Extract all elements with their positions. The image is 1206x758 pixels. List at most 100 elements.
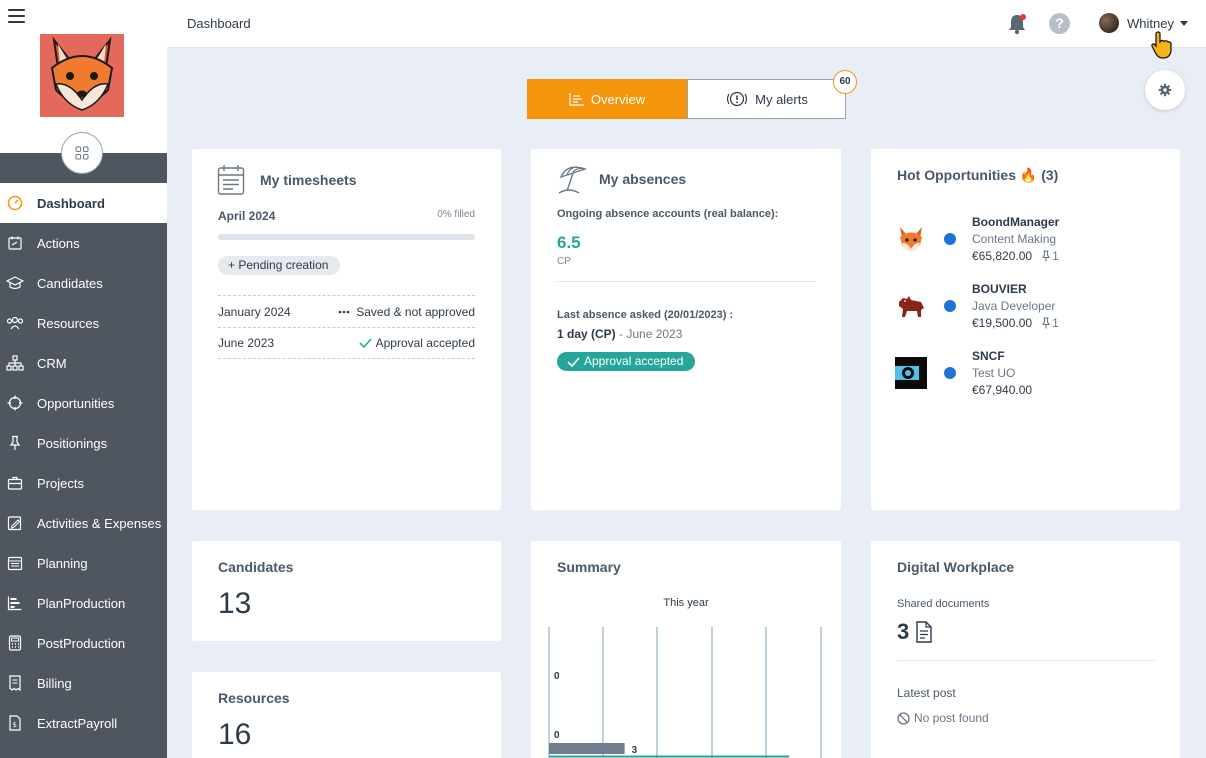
pin-icon — [6, 434, 24, 452]
tab-my-alerts[interactable]: My alerts — [687, 79, 846, 119]
candidates-card[interactable]: Candidates 13 — [192, 541, 501, 641]
sidebar-item-label: ExtractPayroll — [37, 715, 118, 731]
sidebar-item-opportunities[interactable]: Opportunities — [0, 383, 167, 423]
apps-grid-button[interactable] — [61, 132, 103, 174]
sidebar-item-label: PlanProduction — [37, 595, 126, 611]
invoice-icon — [6, 674, 24, 692]
sidebar-item-activities-expenses[interactable]: Activities & Expenses — [0, 503, 167, 543]
sidebar-item-billing[interactable]: Billing — [0, 663, 167, 703]
caret-down-icon — [1179, 20, 1188, 26]
sidebar-item-label: Dashboard — [37, 195, 105, 211]
briefcase-icon — [6, 474, 24, 492]
latest-post-label: Latest post — [897, 686, 956, 700]
timesheet-row[interactable]: January 2024 Saved & not approved — [218, 295, 475, 327]
timesheet-row[interactable]: June 2023 Approval accepted — [218, 327, 475, 359]
opportunity-title: Test UO — [972, 366, 1016, 380]
summary-title: Summary — [557, 559, 621, 575]
pin-icon — [1042, 250, 1051, 262]
sncf-logo-icon — [895, 357, 927, 389]
sidebar-item-extractpayroll[interactable]: $ ExtractPayroll — [0, 703, 167, 743]
timesheet-row-status: Saved & not approved — [356, 304, 475, 319]
opportunity-amount: €19,500.00 — [972, 316, 1033, 330]
absence-accounts-label: Ongoing absence accounts (real balance): — [557, 208, 779, 220]
crosshair-icon — [6, 394, 24, 412]
opportunity-title: Content Making — [972, 232, 1057, 246]
sidebar-item-postproduction[interactable]: PostProduction — [0, 623, 167, 663]
tab-overview[interactable]: Overview — [527, 79, 687, 119]
last-absence-label: Last absence asked (20/01/2023) : — [557, 309, 734, 321]
sidebar-item-label: Opportunities — [37, 395, 115, 411]
opportunity-item[interactable]: BoondManager Content Making €65,820.00 1 — [895, 215, 1155, 275]
last-absence-detail[interactable]: 1 day (CP) - June 2023 — [557, 327, 682, 341]
overview-icon — [569, 93, 584, 106]
sidebar-item-projects[interactable]: Projects — [0, 463, 167, 503]
sidebar-item-label: Planning — [37, 555, 88, 571]
opportunity-company: BOUVIER — [972, 282, 1027, 296]
absences-card: My absences Ongoing absence accounts (re… — [531, 149, 841, 510]
opportunity-company: BoondManager — [972, 215, 1060, 229]
hand-cursor-icon — [1151, 31, 1172, 59]
last-absence-days: 1 day (CP) — [557, 327, 616, 341]
user-name: Whitney — [1127, 15, 1174, 31]
opportunity-title: Java Developer — [972, 299, 1056, 313]
timesheet-month[interactable]: April 2024 — [218, 209, 276, 223]
document-icon — [916, 621, 932, 643]
calendar-icon — [6, 554, 24, 572]
sidebar-item-label: Billing — [37, 675, 72, 691]
help-icon[interactable]: ? — [1049, 13, 1070, 34]
menu-icon[interactable] — [8, 9, 25, 25]
pending-creation-button[interactable]: + Pending creation — [218, 256, 341, 275]
hot-opportunities-card: Hot Opportunities 🔥 (3) BoondManager Con… — [871, 149, 1180, 510]
opportunity-item[interactable]: SNCF Test UO €67,940.00 — [895, 349, 1155, 409]
alerts-count-badge: 60 — [833, 70, 857, 94]
avatar — [1099, 13, 1119, 33]
candidates-count: 13 — [218, 587, 252, 620]
sidebar-item-label: Positionings — [37, 435, 108, 451]
summary-card: Summary This year 0 0 3 — [531, 541, 841, 758]
no-post-message: No post found — [897, 711, 989, 725]
svg-text:$: $ — [13, 721, 17, 729]
ellipsis-icon — [338, 310, 350, 313]
opportunity-amount: €67,940.00 — [972, 383, 1033, 397]
dashboard-icon — [6, 194, 24, 212]
timesheet-row-month: June 2023 — [218, 336, 275, 350]
sidebar-item-crm[interactable]: CRM — [0, 343, 167, 383]
actions-icon — [6, 234, 24, 252]
chart-bar — [549, 743, 625, 754]
user-menu[interactable]: Whitney — [1099, 13, 1188, 33]
sidebar-item-candidates[interactable]: Candidates — [0, 263, 167, 303]
status-dot — [944, 367, 956, 379]
sidebar-item-label: Candidates — [37, 275, 103, 291]
resources-count: 16 — [218, 718, 252, 751]
digital-workplace-title: Digital Workplace — [897, 559, 1015, 575]
sidebar-item-positionings[interactable]: Positionings — [0, 423, 167, 463]
chart-bars-icon — [6, 594, 24, 612]
company-logo — [40, 34, 124, 117]
timesheet-row-status: Approval accepted — [375, 336, 475, 350]
sidebar-item-actions[interactable]: Actions — [0, 223, 167, 263]
no-post-text: No post found — [914, 711, 989, 725]
opportunity-item[interactable]: BOUVIER Java Developer €19,500.00 1 — [895, 282, 1155, 342]
shared-documents-count[interactable]: 3 — [897, 619, 933, 645]
positionings-count: 1 — [1052, 249, 1059, 263]
status-dot — [944, 233, 956, 245]
timesheet-calendar-icon — [217, 165, 245, 195]
resources-card[interactable]: Resources 16 — [192, 672, 501, 758]
settings-button[interactable] — [1145, 70, 1185, 110]
hot-opportunities-title: Hot Opportunities 🔥 (3) — [897, 167, 1059, 183]
sidebar-item-resources[interactable]: Resources — [0, 303, 167, 343]
people-icon — [6, 314, 24, 332]
sidebar-item-planning[interactable]: Planning — [0, 543, 167, 583]
sidebar-item-dashboard[interactable]: Dashboard — [0, 183, 167, 223]
resources-title: Resources — [218, 690, 290, 706]
timesheets-card: My timesheets April 2024 0% filled + Pen… — [192, 149, 501, 510]
notifications-bell-icon[interactable] — [1007, 13, 1027, 35]
page-title: Dashboard — [187, 16, 251, 31]
sidebar: Dashboard Actions Candidates Resources C… — [0, 0, 167, 758]
sidebar-item-label: Resources — [37, 315, 100, 331]
check-icon — [359, 338, 372, 348]
sidebar-item-planproduction[interactable]: PlanProduction — [0, 583, 167, 623]
opportunity-amount: €65,820.00 — [972, 249, 1033, 263]
dashboard-tabs: Overview My alerts — [527, 79, 846, 119]
tab-label: My alerts — [755, 91, 808, 107]
